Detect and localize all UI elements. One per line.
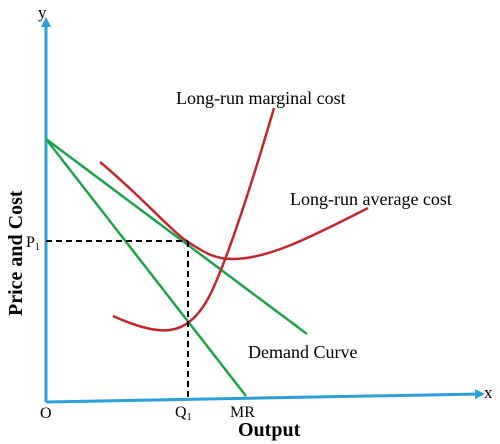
marginal-revenue-line (45, 138, 247, 397)
x-axis-title: Output (238, 419, 301, 441)
y-axis-title: Price and Cost (5, 190, 27, 316)
long-run-average-cost-curve (99, 161, 369, 261)
mr-label: MR (230, 404, 255, 421)
quantity-q1-label: Q1 (175, 404, 192, 423)
price-p1-label: P1 (26, 234, 40, 253)
x-axis-letter: x (484, 383, 493, 402)
x-axis (45, 389, 485, 404)
lrmc-label: Long-run marginal cost (176, 88, 346, 108)
demand-curve-label: Demand Curve (248, 342, 357, 362)
y-axis-letter: y (38, 3, 47, 22)
long-run-marginal-cost-curve (112, 107, 276, 332)
demand-curve (45, 137, 308, 336)
origin-label: O (40, 405, 52, 422)
lrac-label: Long-run average cost (290, 189, 452, 209)
